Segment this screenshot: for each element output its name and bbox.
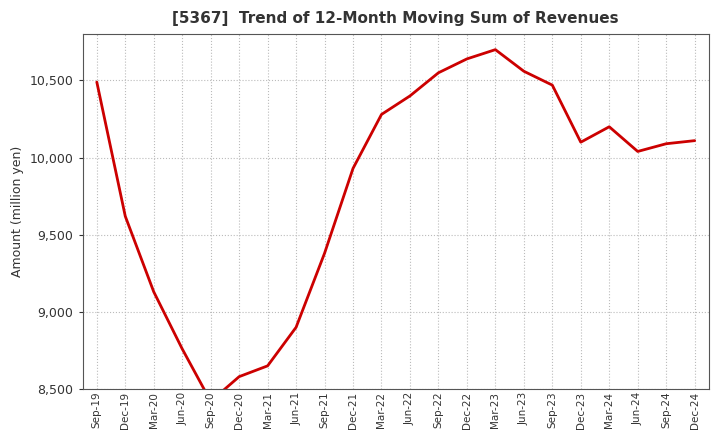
Y-axis label: Amount (million yen): Amount (million yen) <box>11 146 24 277</box>
Title: [5367]  Trend of 12-Month Moving Sum of Revenues: [5367] Trend of 12-Month Moving Sum of R… <box>172 11 619 26</box>
